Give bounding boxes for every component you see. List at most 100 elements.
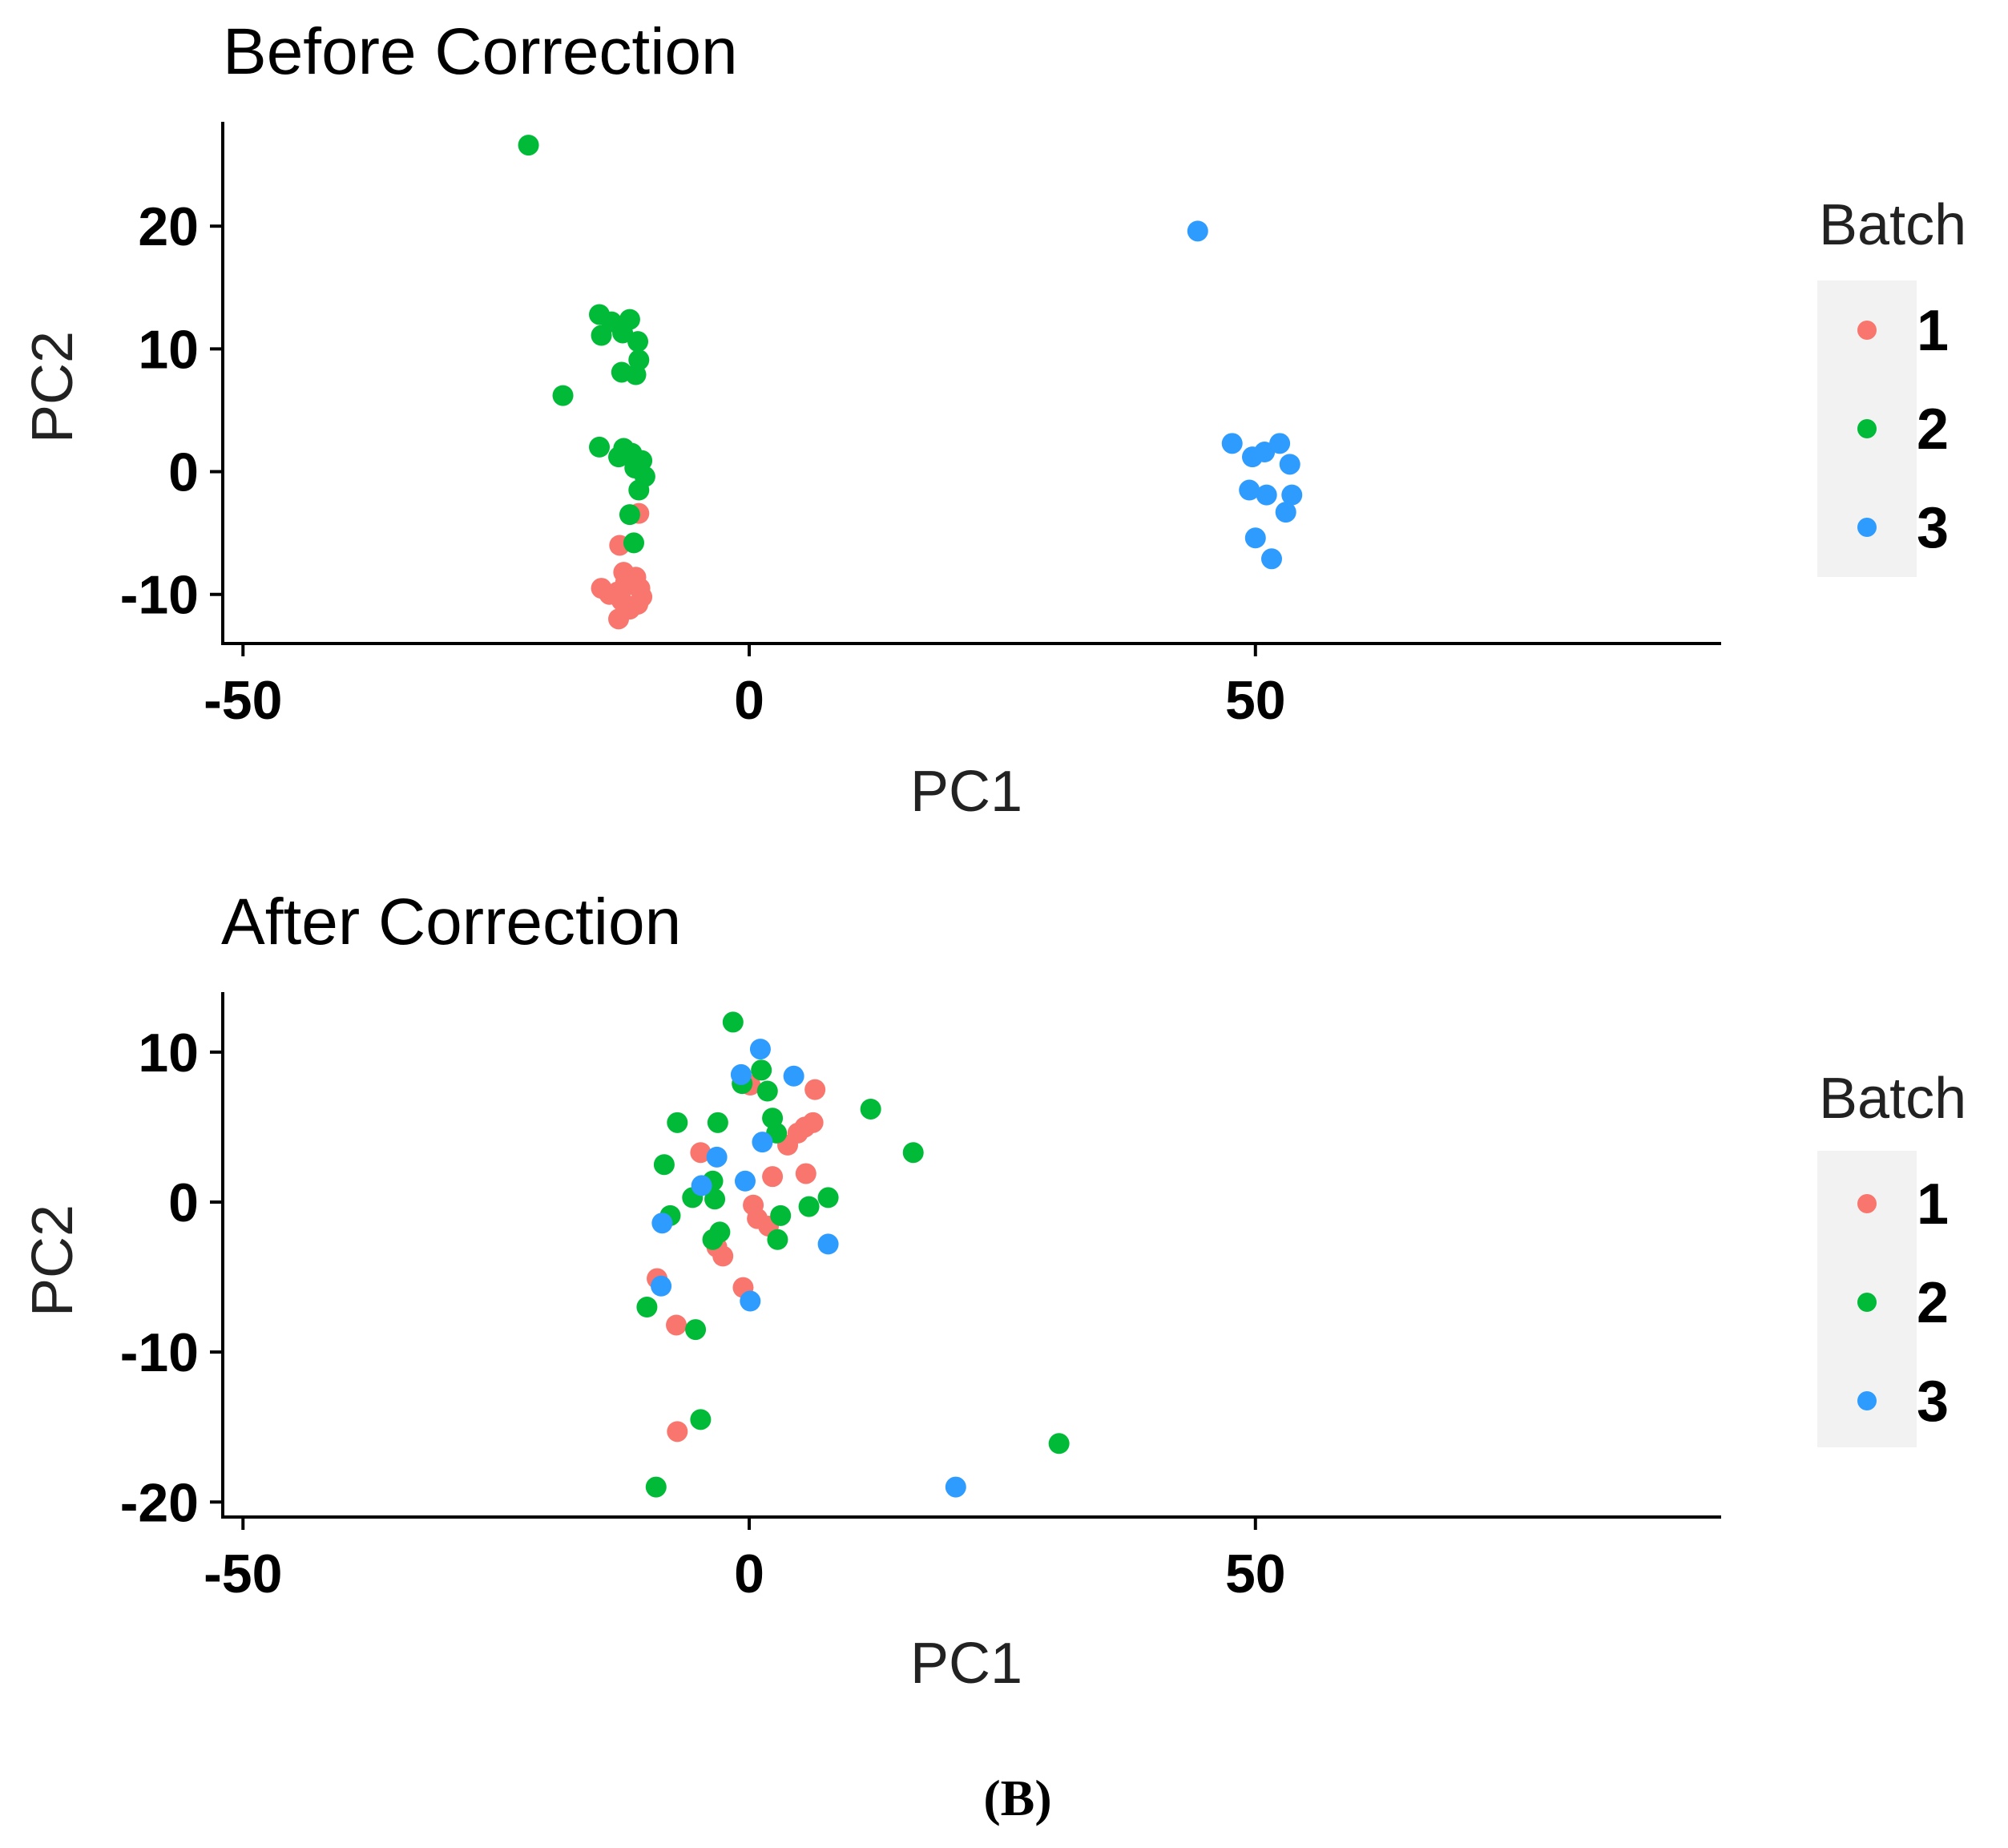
scatter-point-batch-2 — [552, 385, 574, 406]
scatter-point-batch-3 — [1256, 484, 1277, 506]
scatter-point-batch-3 — [1187, 220, 1208, 242]
scatter-point-batch-1 — [804, 1079, 826, 1100]
scatter-point-batch-2 — [627, 331, 649, 353]
scatter-point-batch-2 — [751, 1059, 772, 1081]
scatter-point-batch-1 — [712, 1245, 734, 1267]
legend: Batch 1 2 3 — [1817, 1067, 1966, 1447]
y-tick-label: 0 — [168, 442, 199, 503]
scatter-point-batch-3 — [783, 1065, 804, 1087]
axis-ticks: -50 0 50 -10 0 10 20 — [120, 196, 1286, 731]
y-tick-label: 20 — [138, 196, 199, 257]
scatter-point-batch-2 — [860, 1098, 881, 1120]
scatter-point-batch-3 — [1239, 479, 1260, 501]
scatter-point-batch-2 — [702, 1229, 724, 1250]
y-axis-title: PC2 — [21, 331, 85, 443]
scatter-point-batch-3 — [651, 1212, 673, 1234]
scatter-point-batch-2 — [518, 135, 539, 156]
scatter-point-batch-1 — [591, 578, 612, 599]
scatter-point-batch-1 — [690, 1142, 712, 1164]
legend-label-3: 3 — [1917, 1370, 1949, 1434]
plot-title: Before Correction — [223, 15, 738, 88]
scatter-point-batch-1 — [795, 1163, 817, 1184]
scatter-point-batch-3 — [749, 1039, 771, 1060]
scatter-point-batch-3 — [1281, 484, 1303, 506]
y-tick-label: 10 — [138, 319, 199, 380]
scatter-point-batch-2 — [628, 479, 650, 501]
y-tick-label: 0 — [168, 1172, 199, 1233]
legend-key-2 — [1857, 419, 1877, 438]
x-axis-title: PC1 — [910, 1632, 1022, 1696]
legend-label-1: 1 — [1917, 1172, 1949, 1237]
x-tick-label: 50 — [1225, 670, 1286, 731]
scatter-point-batch-3 — [706, 1146, 728, 1168]
scatter-point-batch-2 — [608, 446, 630, 468]
y-axis-title: PC2 — [21, 1204, 85, 1317]
scatter-point-batch-1 — [762, 1166, 784, 1188]
scatter-point-batch-1 — [666, 1314, 687, 1336]
plot-title: After Correction — [221, 886, 681, 958]
scatter-point-batch-1 — [667, 1421, 688, 1442]
scatter-point-batch-3 — [752, 1132, 773, 1153]
scatter-point-batch-1 — [631, 586, 653, 607]
x-tick-label: -50 — [204, 1543, 282, 1604]
scatter-point-batch-2 — [902, 1142, 924, 1164]
scatter-point-batch-2 — [770, 1204, 792, 1226]
scatter-point-batch-2 — [767, 1229, 788, 1250]
scatter-point-batch-3 — [651, 1275, 672, 1297]
scatter-point-batch-2 — [704, 1188, 726, 1210]
y-tick-label: -20 — [120, 1472, 199, 1533]
x-axis-title: PC1 — [910, 760, 1022, 824]
scatter-points — [636, 1011, 1070, 1498]
scatter-point-batch-1 — [802, 1112, 824, 1133]
x-tick-label: 0 — [734, 1543, 764, 1604]
scatter-point-batch-3 — [1244, 527, 1266, 549]
scatter-point-batch-2 — [798, 1196, 820, 1217]
legend-label-2: 2 — [1917, 397, 1949, 462]
axis-ticks: -50 0 50 -20 -10 0 10 — [120, 1023, 1286, 1604]
legend-key-3 — [1857, 1391, 1877, 1410]
scatter-point-batch-3 — [734, 1170, 756, 1192]
panel-before-correction: Before Correction PC2 PC1 -50 0 50 -10 0 10 20… — [21, 15, 1966, 824]
legend-title: Batch — [1819, 1067, 1966, 1131]
y-tick-label: 10 — [138, 1023, 199, 1083]
scatter-point-batch-2 — [653, 1154, 675, 1176]
scatter-point-batch-3 — [945, 1476, 966, 1498]
scatter-point-batch-2 — [645, 1476, 667, 1498]
figure-caption: (B) — [983, 1769, 1051, 1826]
scatter-point-batch-3 — [1261, 548, 1282, 570]
scatter-point-batch-2 — [636, 1297, 658, 1317]
scatter-point-batch-2 — [817, 1187, 839, 1208]
scatter-point-batch-2 — [707, 1112, 728, 1133]
scatter-point-batch-1 — [608, 608, 630, 630]
scatter-point-batch-3 — [740, 1290, 761, 1312]
legend: Batch 1 2 3 — [1817, 193, 1966, 577]
x-tick-label: 0 — [734, 670, 764, 731]
legend-label-1: 1 — [1917, 299, 1949, 363]
scatter-point-batch-2 — [589, 436, 611, 458]
scatter-point-batch-2 — [685, 1319, 707, 1341]
scatter-point-batch-3 — [1254, 442, 1276, 463]
scatter-point-batch-3 — [730, 1063, 752, 1085]
scatter-points — [518, 135, 1303, 630]
scatter-point-batch-3 — [1279, 454, 1300, 475]
legend-label-3: 3 — [1917, 496, 1949, 560]
panel-after-correction: After Correction PC2 PC1 -50 0 50 -20 -10 0 10… — [21, 886, 1966, 1696]
legend-key-1 — [1857, 321, 1877, 340]
scatter-point-batch-3 — [1269, 433, 1291, 454]
scatter-point-batch-3 — [691, 1175, 712, 1196]
legend-key-1 — [1857, 1194, 1877, 1213]
scatter-point-batch-2 — [756, 1080, 778, 1102]
scatter-point-batch-2 — [1048, 1433, 1070, 1455]
y-tick-label: -10 — [120, 1322, 199, 1383]
scatter-point-batch-2 — [625, 364, 647, 385]
scatter-point-batch-2 — [667, 1112, 688, 1133]
scatter-point-batch-2 — [722, 1011, 744, 1033]
legend-title: Batch — [1819, 193, 1966, 257]
scatter-point-batch-3 — [817, 1233, 839, 1255]
scatter-point-batch-3 — [1221, 433, 1243, 454]
scatter-point-batch-2 — [690, 1409, 712, 1430]
y-tick-label: -10 — [120, 565, 199, 626]
scatter-point-batch-2 — [591, 325, 612, 346]
legend-label-2: 2 — [1917, 1271, 1949, 1335]
